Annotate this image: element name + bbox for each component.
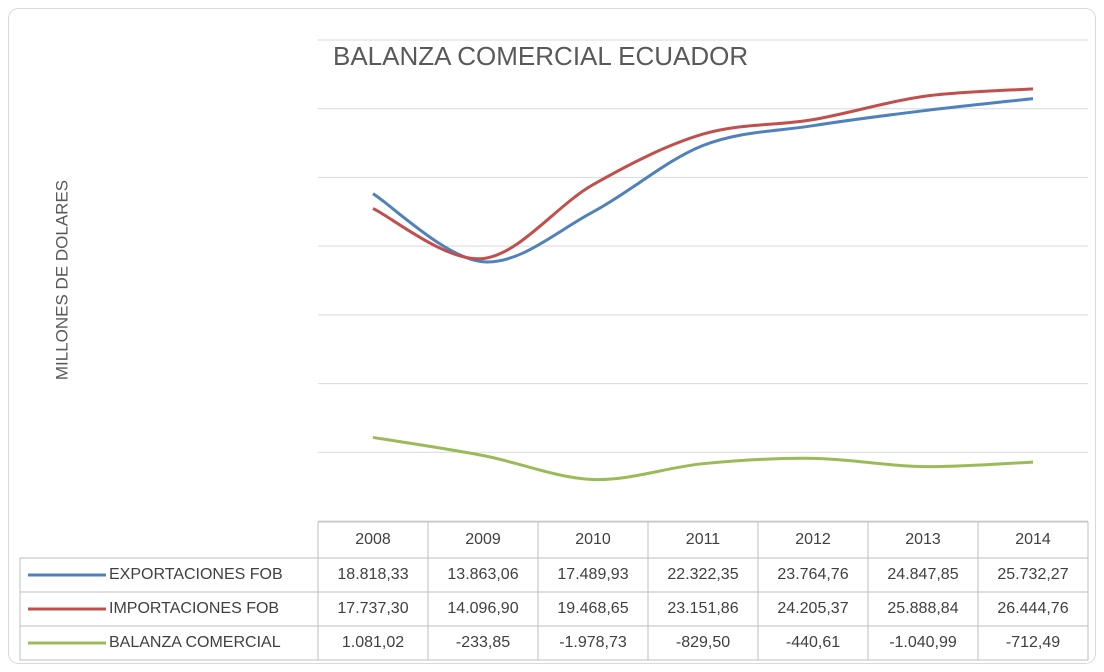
data-label: 23.151,86 — [667, 600, 738, 617]
series-line — [372, 97, 1034, 264]
data-label: 18.818,33 — [337, 566, 408, 583]
table-cell — [19, 625, 1089, 661]
chart-title: BALANZA COMERCIAL ECUADOR — [333, 41, 748, 71]
series-line — [372, 87, 1034, 261]
legend-label: BALANZA COMERCIAL — [109, 634, 281, 651]
data-label: 25.732,27 — [997, 566, 1068, 583]
legend-label: EXPORTACIONES FOB — [109, 566, 283, 583]
data-label: 17.737,30 — [337, 600, 408, 617]
data-label: -233,85 — [456, 634, 510, 651]
legend-label: IMPORTACIONES FOB — [109, 600, 279, 617]
data-label: -1.978,73 — [559, 634, 627, 651]
x-tick-label: 2012 — [795, 531, 831, 548]
series-line — [372, 435, 1034, 481]
data-label: 24.847,85 — [887, 566, 958, 583]
data-label: 22.322,35 — [667, 566, 738, 583]
data-label: -440,61 — [786, 634, 840, 651]
data-label: -1.040,99 — [889, 634, 957, 651]
data-label: 24.205,37 — [777, 600, 848, 617]
data-label: 14.096,90 — [447, 600, 518, 617]
x-tick-label: 2011 — [686, 531, 721, 548]
x-tick-label: 2008 — [355, 531, 391, 548]
data-label: 26.444,76 — [997, 600, 1068, 617]
y-axis-label: MILLONES DE DOLARES — [52, 180, 71, 380]
data-label: 13.863,06 — [447, 566, 518, 583]
x-tick-label: 2010 — [575, 531, 611, 548]
x-tick-label: 2014 — [1015, 531, 1051, 548]
data-label: 19.468,65 — [557, 600, 628, 617]
data-label: 1.081,02 — [342, 634, 404, 651]
data-label: 25.888,84 — [887, 600, 958, 617]
data-label: -712,49 — [1006, 634, 1060, 651]
x-tick-label: 2013 — [905, 531, 941, 548]
data-label: 23.764,76 — [777, 566, 848, 583]
data-label: 17.489,93 — [557, 566, 628, 583]
x-tick-label: 2009 — [465, 531, 501, 548]
chart-frame — [8, 8, 1096, 664]
data-label: -829,50 — [676, 634, 730, 651]
